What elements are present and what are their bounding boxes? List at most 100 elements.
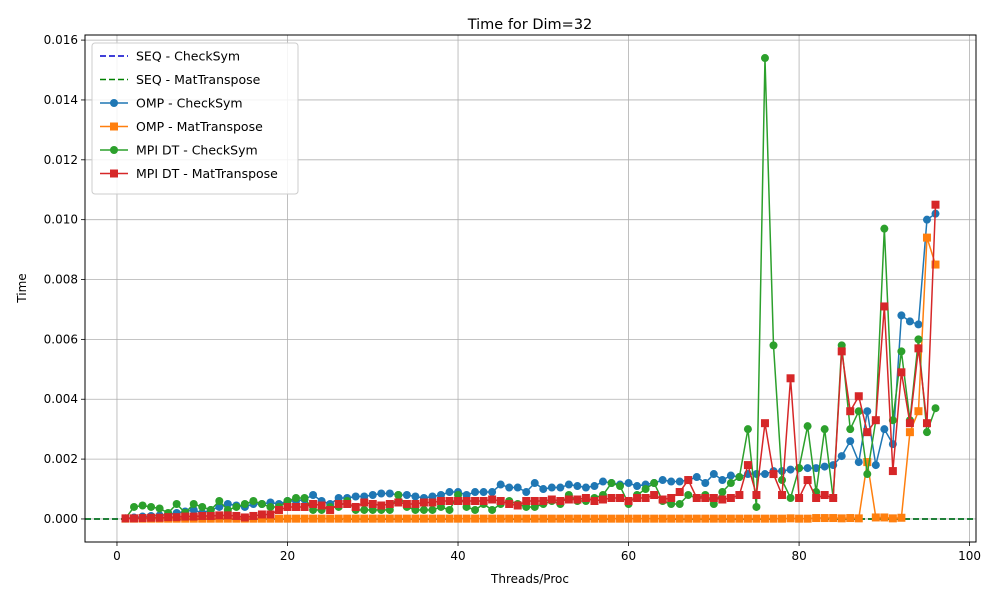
- data-point: [257, 510, 266, 519]
- data-point: [351, 492, 360, 501]
- data-point: [215, 502, 224, 511]
- data-point: [658, 495, 667, 504]
- data-point: [274, 514, 283, 523]
- data-point: [709, 494, 718, 503]
- data-point: [795, 514, 804, 523]
- data-point: [479, 496, 488, 505]
- data-point: [505, 499, 514, 508]
- data-point: [871, 461, 880, 470]
- data-point: [368, 514, 377, 523]
- data-point: [633, 482, 642, 491]
- data-point: [351, 502, 360, 511]
- data-point: [692, 473, 701, 482]
- legend-label: OMP - CheckSym: [136, 96, 243, 111]
- data-point: [726, 471, 735, 480]
- data-point: [863, 428, 872, 437]
- data-point: [377, 501, 386, 510]
- legend-item: OMP - MatTranspose: [100, 119, 263, 134]
- data-point: [300, 502, 309, 511]
- data-point: [752, 502, 761, 511]
- data-point: [471, 488, 480, 497]
- data-point: [240, 499, 249, 508]
- data-point: [590, 482, 599, 491]
- data-point: [914, 335, 923, 344]
- data-point: [692, 494, 701, 503]
- data-point: [257, 514, 266, 523]
- data-point: [564, 480, 573, 489]
- legend-marker: [110, 122, 118, 131]
- data-point: [701, 514, 710, 523]
- data-point: [598, 477, 607, 486]
- y-tick-label: 0.016: [44, 33, 78, 47]
- data-point: [820, 425, 829, 434]
- data-point: [454, 496, 463, 505]
- y-tick-label: 0.000: [44, 512, 78, 526]
- data-point: [317, 501, 326, 510]
- data-point: [488, 505, 497, 514]
- data-point: [547, 483, 556, 492]
- data-point: [505, 514, 514, 523]
- data-point: [334, 514, 343, 523]
- data-point: [803, 464, 812, 473]
- data-point: [155, 504, 164, 513]
- data-point: [846, 425, 855, 434]
- data-point: [897, 311, 906, 320]
- data-point: [897, 347, 906, 356]
- data-point: [368, 499, 377, 508]
- data-point: [598, 514, 607, 523]
- data-point: [624, 479, 633, 488]
- data-point: [573, 514, 582, 523]
- data-point: [436, 496, 445, 505]
- data-point: [880, 425, 889, 434]
- legend-label: SEQ - MatTranspose: [136, 72, 261, 87]
- data-point: [189, 499, 198, 508]
- data-point: [539, 496, 548, 505]
- data-point: [616, 514, 625, 523]
- data-point: [778, 476, 787, 485]
- data-point: [513, 483, 522, 492]
- data-point: [283, 502, 292, 511]
- data-point: [317, 514, 326, 523]
- data-point: [573, 482, 582, 491]
- data-point: [274, 505, 283, 514]
- data-point: [360, 498, 369, 507]
- data-point: [292, 502, 301, 511]
- data-point: [675, 477, 684, 486]
- data-point: [419, 514, 428, 523]
- data-point: [863, 407, 872, 416]
- data-point: [880, 224, 889, 233]
- data-point: [709, 470, 718, 479]
- data-point: [922, 428, 931, 437]
- data-point: [803, 514, 812, 523]
- data-point: [479, 514, 488, 523]
- data-point: [846, 437, 855, 446]
- data-point: [394, 514, 403, 523]
- data-point: [897, 368, 906, 377]
- data-point: [223, 499, 232, 508]
- data-point: [778, 491, 787, 500]
- data-point: [172, 499, 181, 508]
- data-point: [581, 494, 590, 503]
- data-point: [479, 488, 488, 497]
- data-point: [726, 514, 735, 523]
- data-point: [309, 499, 318, 508]
- x-axis-label: Threads/Proc: [490, 572, 569, 586]
- data-point: [931, 404, 940, 413]
- data-point: [471, 496, 480, 505]
- data-point: [743, 461, 752, 470]
- data-point: [709, 514, 718, 523]
- data-point: [300, 494, 309, 503]
- data-point: [718, 476, 727, 485]
- data-point: [326, 514, 335, 523]
- data-point: [684, 514, 693, 523]
- x-tick-label: 40: [450, 549, 465, 563]
- data-point: [547, 495, 556, 504]
- data-point: [590, 496, 599, 505]
- data-point: [138, 514, 147, 523]
- data-point: [726, 479, 735, 488]
- data-point: [539, 485, 548, 494]
- data-point: [223, 511, 232, 520]
- data-point: [871, 416, 880, 425]
- data-point: [743, 514, 752, 523]
